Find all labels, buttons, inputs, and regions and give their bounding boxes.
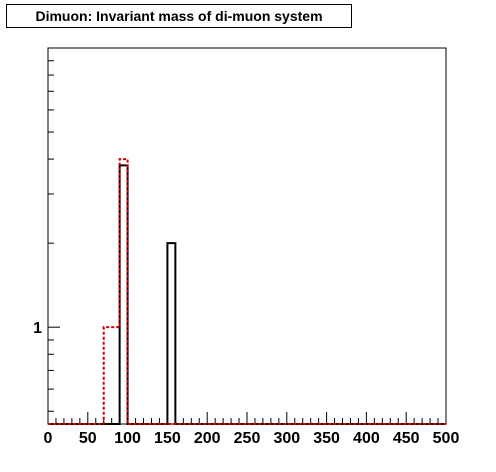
histogram-bin: [120, 159, 128, 424]
histogram-bin: [120, 165, 128, 424]
axis-ticks: [47, 47, 447, 424]
x-tick-label: 500: [433, 430, 460, 447]
x-tick-label: 0: [44, 430, 53, 447]
histogram-series-2: [48, 158, 446, 425]
chart-title: Dimuon: Invariant mass of di-muon system: [6, 4, 352, 28]
histogram-series-1: [48, 164, 446, 425]
plot-frame: [47, 47, 447, 425]
x-axis-tick-labels: 0 50 100 150 200 250 300 350 400 450 500: [44, 430, 460, 447]
y-axis-tick-labels: 1: [33, 320, 42, 337]
x-tick-label: 300: [273, 430, 300, 447]
x-tick-label: 50: [79, 430, 97, 447]
y-tick-label: 1: [33, 320, 42, 337]
histogram-bin: [104, 327, 120, 424]
x-tick-label: 350: [313, 430, 340, 447]
histogram-bin: [167, 243, 175, 424]
x-tick-label: 150: [154, 430, 181, 447]
x-tick-label: 200: [194, 430, 221, 447]
x-tick-label: 450: [393, 430, 420, 447]
x-tick-label: 250: [234, 430, 261, 447]
histogram-series: [48, 158, 446, 425]
x-tick-label: 400: [353, 430, 380, 447]
x-tick-label: 100: [114, 430, 141, 447]
